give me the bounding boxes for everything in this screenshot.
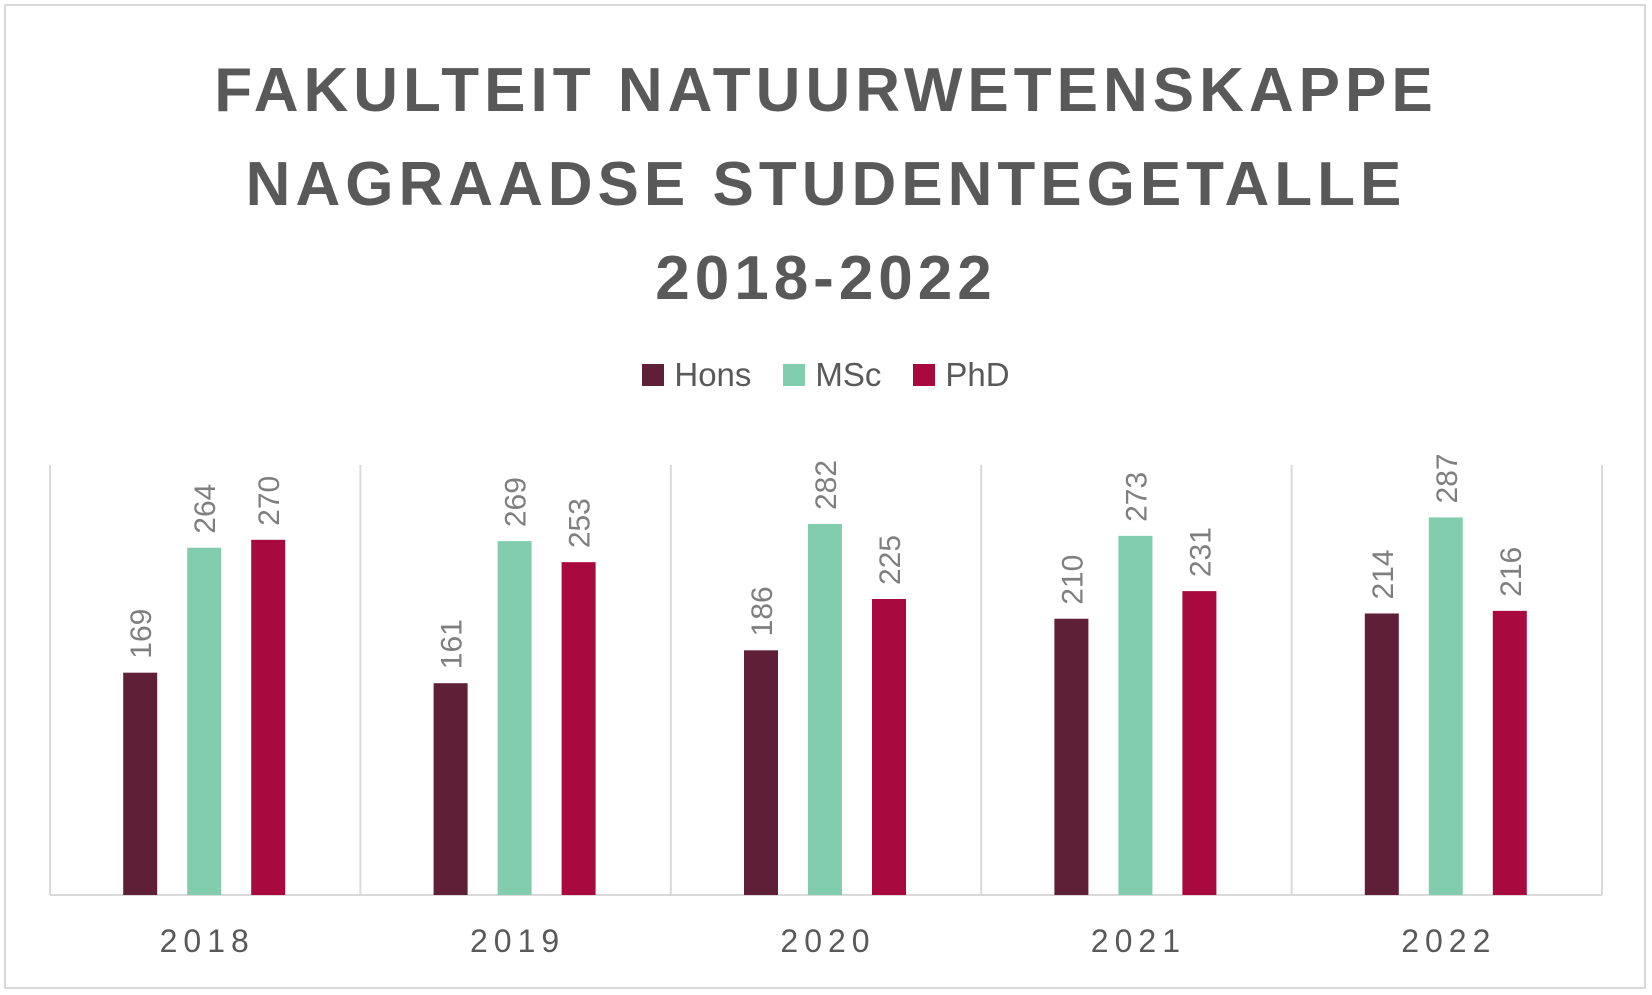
bar-msc-2021 [1118,535,1153,895]
chart-legend: Hons MSc PhD [0,353,1652,397]
bar-msc-2019 [497,541,532,895]
bar-phd-2021 [1182,591,1217,895]
bar-msc-2022 [1428,517,1463,895]
bar-phd-2020 [872,599,906,895]
data-label-hons-2022: 214 [1367,549,1400,599]
x-tick-label-2021: 2021 [1091,923,1186,959]
data-label-msc-2020: 282 [810,460,843,510]
legend-swatch-msc [783,364,806,386]
title-line-1: FAKULTEIT NATUURWETENSKAPPE [214,56,1438,125]
data-label-phd-2021: 231 [1184,527,1217,577]
title-line-2: NAGRAADSE STUDENTEGETALLE [245,150,1407,219]
data-label-hons-2018: 169 [125,609,158,659]
data-label-msc-2021: 273 [1120,472,1153,522]
bar-hons-2022 [1364,613,1399,895]
bar-phd-2019 [561,562,596,895]
bar-phd-2022 [1492,610,1527,895]
legend-item-msc: MSc [783,356,881,394]
legend-label-phd: PhD [945,356,1010,393]
data-label-phd-2019: 253 [564,498,597,548]
legend-swatch-hons [642,364,665,386]
legend-swatch-phd [913,364,936,386]
bar-msc-2020 [808,524,842,895]
x-tick-label-2018: 2018 [160,923,255,959]
x-tick-label-2019: 2019 [470,923,565,959]
bar-msc-2018 [187,547,222,895]
x-tick-label-2020: 2020 [780,923,875,959]
bar-phd-2018 [251,539,286,895]
bar-hons-2020 [744,650,778,895]
data-label-phd-2020: 225 [874,535,907,585]
legend-label-msc: MSc [815,356,882,393]
data-label-phd-2018: 270 [253,476,286,526]
data-label-msc-2022: 287 [1431,453,1464,503]
title-line-3: 2018-2022 [655,244,997,313]
data-label-hons-2020: 186 [746,586,779,636]
data-label-hons-2019: 161 [436,619,469,669]
legend-item-hons: Hons [642,356,751,394]
data-label-msc-2018: 264 [189,484,222,534]
data-label-phd-2022: 216 [1495,547,1528,597]
bar-hons-2019 [433,683,468,895]
chart-title: FAKULTEIT NATUURWETENSKAPPE NAGRAADSE ST… [0,44,1652,326]
legend-item-phd: PhD [913,356,1010,394]
x-tick-label-2022: 2022 [1401,923,1496,959]
data-label-hons-2021: 210 [1056,555,1089,605]
legend-label-hons: Hons [674,356,752,393]
bar-hons-2021 [1054,618,1089,895]
data-label-msc-2019: 269 [500,477,533,527]
bar-hons-2018 [123,672,158,895]
